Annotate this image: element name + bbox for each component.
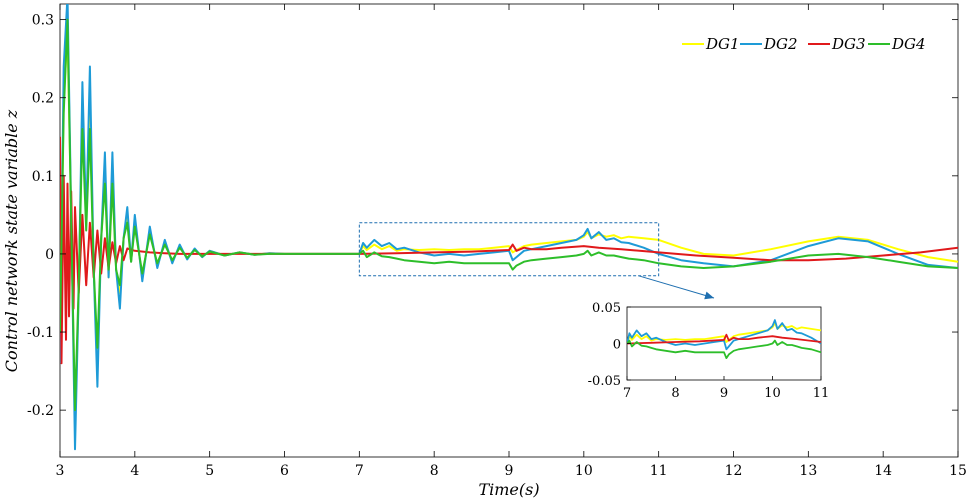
x-tick-label: 15 xyxy=(949,463,967,479)
inset-x-tick-label: 11 xyxy=(813,386,830,401)
inset-x-tick-label: 7 xyxy=(623,386,631,401)
x-tick-label: 4 xyxy=(130,463,139,479)
series-lines xyxy=(60,4,958,451)
inset-series-line-dg4 xyxy=(627,339,821,359)
y-tick-label: 0 xyxy=(45,247,54,263)
legend-label-dg2: DG2 xyxy=(763,35,798,53)
x-tick-label: 14 xyxy=(874,463,892,479)
legend-label-dg3: DG3 xyxy=(831,35,866,53)
y-tick-label: -0.1 xyxy=(27,325,54,341)
inset-y-tick-label: -0.05 xyxy=(588,374,621,389)
main-plot: 3 4 5 6 7 8 9 10 11 12 13 14 15 0.3 0.2 0.1 0 -0.1 -0.2 xyxy=(27,3,967,479)
inset-x-tick-label: 10 xyxy=(764,386,781,401)
x-tick-label: 12 xyxy=(725,463,743,479)
x-tick-label: 5 xyxy=(205,463,214,479)
x-tick-label: 10 xyxy=(575,463,593,479)
inset-series-line-dg1 xyxy=(627,322,821,344)
y-tick-label: 0.1 xyxy=(32,169,54,185)
inset-plot: 7 8 9 10 11 0.05 0 -0.05 xyxy=(588,301,830,401)
inset-x-tick-label: 8 xyxy=(671,386,679,401)
y-axis-label: Control network state variable z xyxy=(2,109,21,372)
x-tick-label: 8 xyxy=(430,463,439,479)
zoom-box xyxy=(358,222,715,300)
y-tick-label: 0.2 xyxy=(32,91,54,107)
legend-label-dg4: DG4 xyxy=(891,35,926,53)
inset-series-line-dg2 xyxy=(627,319,821,351)
inset-y-tick-label: 0 xyxy=(613,338,621,353)
legend-label-dg1: DG1 xyxy=(705,35,740,53)
x-tick-label: 9 xyxy=(505,463,514,479)
series-line-dg2 xyxy=(60,4,958,451)
inset-y-tick-label: 0.05 xyxy=(592,301,621,316)
x-tick-label: 13 xyxy=(799,463,817,479)
zoom-region-box xyxy=(358,222,660,277)
zoom-arrow-line xyxy=(638,275,715,299)
y-tick-label: -0.2 xyxy=(27,403,54,419)
zoom-arrow-head xyxy=(704,291,714,300)
x-axis-label: Time(s) xyxy=(478,480,539,499)
x-tick-label: 11 xyxy=(650,463,668,479)
x-tick-label: 6 xyxy=(280,463,289,479)
x-tick-label: 7 xyxy=(355,463,364,479)
x-tick-label: 3 xyxy=(56,463,65,479)
y-tick-label: 0.3 xyxy=(32,13,54,29)
inset-series-line-dg3 xyxy=(627,333,821,345)
series-line-dg4 xyxy=(60,18,958,412)
plot-frame xyxy=(59,3,959,458)
inset-series-lines xyxy=(627,319,821,359)
legend: DG1 DG2 DG3 DG4 xyxy=(682,35,926,53)
inset-x-tick-label: 9 xyxy=(720,386,728,401)
